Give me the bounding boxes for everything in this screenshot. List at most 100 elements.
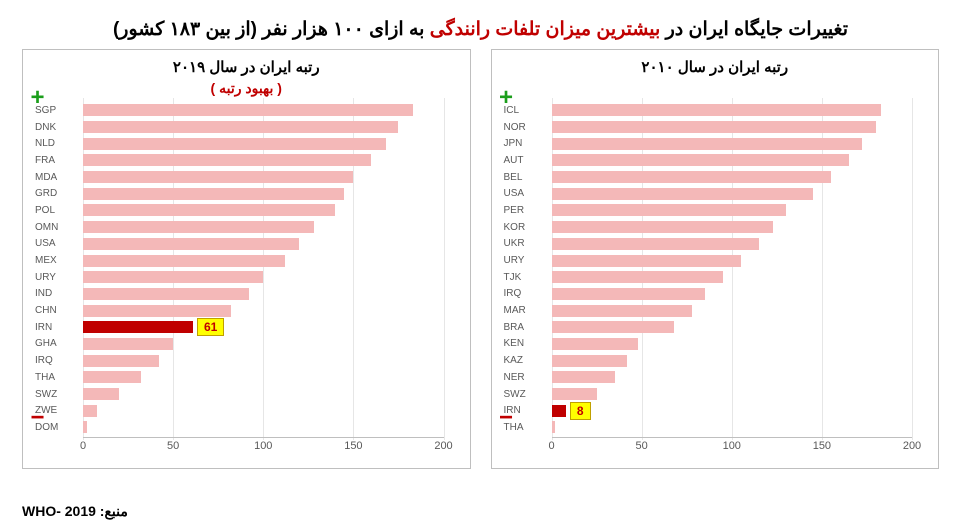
x-axis-line	[83, 437, 444, 438]
bar-row: JPN	[552, 137, 913, 151]
bar-label: NER	[504, 372, 548, 383]
x-tick: 100	[723, 440, 741, 452]
bar	[552, 305, 693, 317]
bar-row: GRD	[83, 187, 444, 201]
bar-row: NLD	[83, 137, 444, 151]
bar-row: IRQ	[552, 287, 913, 301]
source-value: WHO- 2019	[22, 503, 96, 519]
bar-row: MDA	[83, 170, 444, 184]
bar-row: MEX	[83, 254, 444, 268]
chart-area-2019: SGPDNKNLDFRAMDAGRDPOLOMNUSAMEXURYINDCHNI…	[83, 102, 444, 436]
bar	[552, 388, 597, 400]
bar-row: POL	[83, 203, 444, 217]
x-tick: 100	[254, 440, 272, 452]
bar-label: UKR	[504, 238, 548, 249]
bar-label: JPN	[504, 138, 548, 149]
bar	[83, 305, 231, 317]
bar-row: GHA	[83, 337, 444, 351]
bar-label: NOR	[504, 122, 548, 133]
bar-row: DOM	[83, 420, 444, 434]
bar	[552, 238, 759, 250]
x-tick: 0	[548, 440, 554, 452]
bar-label: TJK	[504, 272, 548, 283]
bar-row: NER	[552, 370, 913, 384]
bar-row: ICL	[552, 103, 913, 117]
x-tick: 0	[80, 440, 86, 452]
panel-2019: رتبه ایران در سال ۲۰۱۹ ( بهبود رتبه ) + …	[22, 49, 471, 469]
bar-label: MEX	[35, 255, 79, 266]
bar-row: THA	[552, 420, 913, 434]
bar-label: AUT	[504, 155, 548, 166]
panel-2019-subtitle: ( بهبود رتبه )	[33, 80, 460, 98]
bar	[552, 321, 675, 333]
bar	[552, 154, 849, 166]
bar-label: DOM	[35, 422, 79, 433]
bar-row: USA	[83, 237, 444, 251]
bar-row: DNK	[83, 120, 444, 134]
source-label: منبع:	[96, 503, 128, 519]
highlight-badge: 61	[197, 318, 224, 336]
bar-row: URY	[83, 270, 444, 284]
bar	[83, 338, 173, 350]
bar-row: ZWE	[83, 404, 444, 418]
bar	[552, 104, 882, 116]
bar	[552, 271, 723, 283]
bar-row: USA	[552, 187, 913, 201]
bar-label: IRN	[504, 405, 548, 416]
bar-row: BRA	[552, 320, 913, 334]
header-part1: تغییرات جایگاه ایران در	[660, 19, 848, 40]
bar-label: IRQ	[35, 355, 79, 366]
bar-row: KEN	[552, 337, 913, 351]
bar	[552, 221, 774, 233]
bar-label: KEN	[504, 338, 548, 349]
bar	[552, 138, 862, 150]
bar	[552, 288, 705, 300]
bar	[552, 255, 741, 267]
bar-label: KOR	[504, 222, 548, 233]
bar	[552, 171, 831, 183]
bar-row: IRN61	[83, 320, 444, 334]
bar-label: SGP	[35, 105, 79, 116]
bar-label: IRN	[35, 322, 79, 333]
bar-row: CHN	[83, 304, 444, 318]
bar	[83, 238, 299, 250]
chart-panels: رتبه ایران در سال ۲۰۱۹ ( بهبود رتبه ) + …	[0, 49, 961, 469]
bar	[552, 121, 876, 133]
bar-label: URY	[504, 255, 548, 266]
bar	[83, 271, 263, 283]
bar-row: SGP	[83, 103, 444, 117]
panel-2019-title: رتبه ایران در سال ۲۰۱۹	[173, 59, 320, 76]
bar-row: OMN	[83, 220, 444, 234]
bar-row: IRQ	[83, 354, 444, 368]
bar-highlight	[552, 405, 566, 417]
bar-label: GHA	[35, 338, 79, 349]
bar-row: TJK	[552, 270, 913, 284]
bar-label: USA	[504, 188, 548, 199]
bar-label: ZWE	[35, 405, 79, 416]
bars-container: ICLNORJPNAUTBELUSAPERKORUKRURYTJKIRQMARB…	[552, 102, 913, 436]
bar-label: PER	[504, 205, 548, 216]
panel-2010-subtitle	[502, 80, 929, 98]
bar	[83, 421, 87, 433]
x-tick: 150	[344, 440, 362, 452]
bar-row: SWZ	[552, 387, 913, 401]
panel-2010: رتبه ایران در سال ۲۰۱۰ + − ICLNORJPNAUTB…	[491, 49, 940, 469]
bar-label: DNK	[35, 122, 79, 133]
bar-label: USA	[35, 238, 79, 249]
bar-label: ICL	[504, 105, 548, 116]
bar-label: THA	[35, 372, 79, 383]
chart-area-2010: ICLNORJPNAUTBELUSAPERKORUKRURYTJKIRQMARB…	[552, 102, 913, 436]
bar-label: CHN	[35, 305, 79, 316]
bars-container: SGPDNKNLDFRAMDAGRDPOLOMNUSAMEXURYINDCHNI…	[83, 102, 444, 436]
bar	[83, 288, 249, 300]
bar	[83, 405, 97, 417]
bar	[83, 221, 314, 233]
bar	[83, 188, 344, 200]
bar-row: PER	[552, 203, 913, 217]
bar	[552, 188, 813, 200]
highlight-badge: 8	[570, 402, 591, 420]
bar-row: BEL	[552, 170, 913, 184]
bar-row: KAZ	[552, 354, 913, 368]
panel-2010-title: رتبه ایران در سال ۲۰۱۰	[641, 59, 788, 76]
bar-row: URY	[552, 254, 913, 268]
